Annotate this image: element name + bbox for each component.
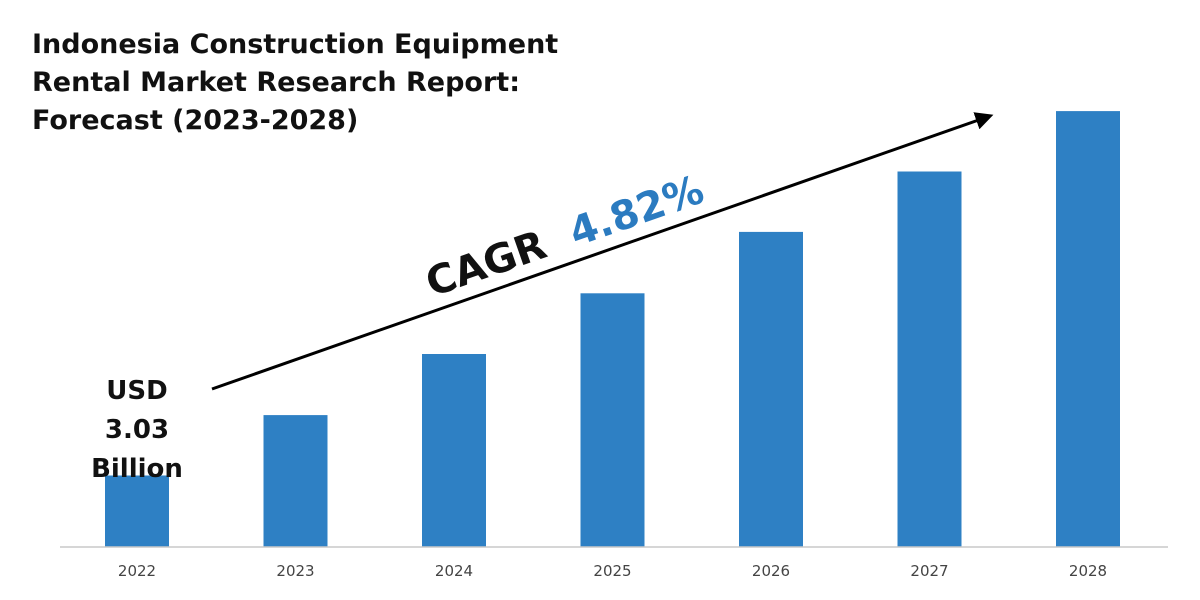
bar-2023 bbox=[263, 415, 328, 547]
bar-2024 bbox=[422, 354, 486, 547]
tick-label-2026: 2026 bbox=[752, 562, 790, 580]
x-axis-tick-labels: 2022 2023 2024 2025 2026 2027 2028 bbox=[118, 562, 1107, 580]
tick-label-2022: 2022 bbox=[118, 562, 156, 580]
title-line-2: Rental Market Research Report: bbox=[32, 67, 520, 98]
title-line-3: Forecast (2023-2028) bbox=[32, 105, 358, 136]
chart-title: Indonesia Construction Equipment Rental … bbox=[32, 29, 558, 136]
bars bbox=[105, 111, 1120, 547]
bar-2027 bbox=[897, 171, 962, 547]
growth-trend-arrow bbox=[211, 112, 994, 391]
first-bar-value-label: USD 3.03 Billion bbox=[91, 376, 183, 484]
tick-label-2024: 2024 bbox=[435, 562, 473, 580]
title-line-1: Indonesia Construction Equipment bbox=[32, 29, 558, 60]
bar-2028 bbox=[1056, 111, 1120, 547]
tick-label-2025: 2025 bbox=[593, 562, 631, 580]
tick-label-2027: 2027 bbox=[910, 562, 948, 580]
bar-2026 bbox=[739, 231, 803, 547]
value-label-line-2: 3.03 bbox=[105, 415, 169, 445]
tick-label-2023: 2023 bbox=[276, 562, 314, 580]
bar-2022 bbox=[105, 475, 169, 547]
tick-label-2028: 2028 bbox=[1069, 562, 1107, 580]
value-label-line-1: USD bbox=[106, 376, 167, 406]
cagr-value: 4.82% bbox=[563, 167, 709, 256]
value-label-line-3: Billion bbox=[91, 454, 183, 484]
cagr-annotation: CAGR 4.82% bbox=[420, 167, 710, 306]
bar-2025 bbox=[580, 293, 645, 547]
